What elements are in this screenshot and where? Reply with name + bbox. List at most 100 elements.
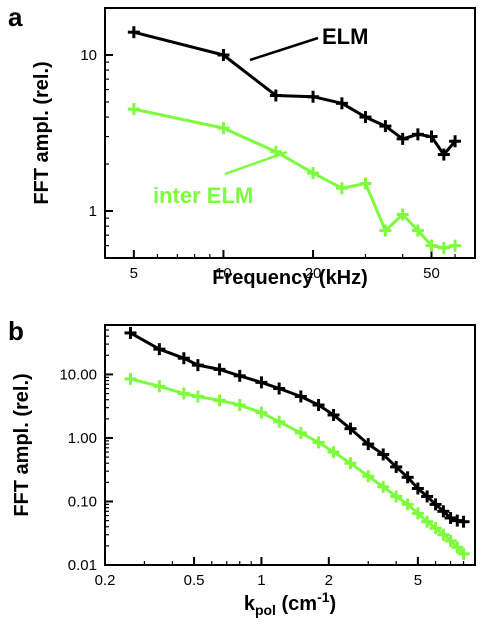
panel-b-data-point-elm	[255, 376, 268, 389]
panel-a-x-tick-label: 50	[423, 265, 440, 282]
panel-b-data-point-inter-elm	[362, 470, 375, 483]
panel-b-data-point-elm	[273, 382, 286, 395]
inter-elm-annotation-label: inter ELM	[153, 183, 253, 208]
panel-b-series	[124, 326, 470, 560]
panel-a-letter: a	[8, 2, 23, 32]
panel-a-data-point-elm	[425, 130, 438, 143]
panel-a-data-point-inter-elm	[449, 239, 462, 252]
panel-b-data-point-inter-elm	[327, 446, 340, 459]
panel-b-data-point-elm	[362, 438, 375, 451]
panel-b-y-axis-label: FFT ampl. (rel.)	[11, 373, 33, 516]
panel-b-data-point-inter-elm	[451, 541, 464, 554]
panel-b-data-point-elm	[421, 490, 434, 503]
panel-a-data-point-elm	[307, 90, 320, 103]
x-label-sub: pol	[255, 602, 276, 618]
panel-a-data-point-inter-elm	[217, 122, 230, 135]
panel-b-data-point-inter-elm	[273, 415, 286, 428]
panel-a-y-tick-label: 10	[80, 47, 97, 64]
panel-b: b 0.2 0.5 1 2 5 0.01 0.10 1.00 10.00 kpol (cm-1…	[8, 316, 476, 618]
x-label-unit-open: (cm	[276, 593, 317, 615]
panel-a-x-ticks: 5 10 20 50	[104, 250, 476, 282]
panel-b-data-point-elm	[213, 363, 226, 376]
panel-b-data-point-elm	[390, 460, 403, 473]
panel-a-x-tick-label: 20	[305, 265, 322, 282]
panel-b-data-point-elm	[124, 326, 137, 339]
panel-a-data-point-inter-elm	[379, 224, 392, 237]
panel-a-y-tick-label: 1	[89, 203, 97, 220]
panel-b-data-point-inter-elm	[233, 399, 246, 412]
panel-b-data-point-inter-elm	[312, 436, 325, 449]
panel-a-data-point-elm	[269, 89, 282, 102]
panel-a-data-point-elm	[359, 111, 372, 124]
panel-b-data-point-elm	[312, 399, 325, 412]
panel-b-series-line-elm	[129, 331, 464, 524]
panel-a-series-line-inter-elm	[133, 107, 456, 250]
panel-b-x-tick-label: 0.5	[184, 572, 205, 589]
panel-b-data-point-inter-elm	[401, 498, 414, 511]
panel-b-data-point-elm	[457, 515, 470, 528]
panel-a-series	[127, 26, 462, 254]
panel-a-data-point-inter-elm	[335, 182, 348, 195]
panel-b-y-tick-label: 0.01	[68, 557, 97, 574]
elm-annotation-label: ELM	[322, 24, 368, 49]
panel-b-data-point-inter-elm	[213, 394, 226, 407]
panel-b-x-tick-label: 2	[325, 572, 333, 589]
panel-a-data-point-elm	[217, 48, 230, 61]
panel-b-x-tick-label: 1	[257, 572, 265, 589]
panel-a: a 5 10 20 50 1 10 ELM inter ELM Frequency (k…	[8, 2, 476, 289]
panel-b-data-point-inter-elm	[344, 457, 357, 470]
panel-b-data-point-inter-elm	[255, 406, 268, 419]
panel-b-data-point-inter-elm	[294, 426, 307, 439]
panel-b-data-point-elm	[327, 408, 340, 421]
panel-a-data-point-inter-elm	[127, 103, 140, 116]
panel-b-data-point-elm	[153, 343, 166, 356]
panel-b-data-point-inter-elm	[177, 387, 190, 400]
panel-a-plot-frame	[104, 7, 476, 259]
panel-b-data-point-inter-elm	[411, 507, 424, 520]
inter-elm-annotation-line	[224, 150, 288, 176]
panel-a-data-point-elm	[411, 128, 424, 141]
panel-b-data-point-elm	[444, 511, 457, 524]
panel-b-data-point-elm	[233, 369, 246, 382]
panel-b-y-tick-label: 0.10	[68, 493, 97, 510]
panel-a-data-point-elm	[379, 120, 392, 133]
panel-b-data-point-inter-elm	[444, 534, 457, 547]
panel-b-x-axis-label: kpol (cm-1)	[244, 589, 336, 618]
panel-a-x-tick-label: 10	[215, 265, 232, 282]
panel-b-y-tick-label: 1.00	[68, 430, 97, 447]
panel-a-data-point-inter-elm	[411, 224, 424, 237]
panel-a-data-point-elm	[437, 148, 450, 161]
panel-b-data-point-inter-elm	[437, 528, 450, 541]
panel-a-series-line-elm	[133, 30, 457, 157]
panel-a-y-axis-label: FFT ampl. (rel.)	[31, 61, 53, 204]
panel-a-data-point-elm	[335, 97, 348, 110]
panel-b-data-point-inter-elm	[429, 522, 442, 535]
panel-a-x-tick-label: 5	[130, 265, 138, 282]
panel-b-data-point-elm	[377, 448, 390, 461]
panel-b-data-point-elm	[411, 482, 424, 495]
panel-a-data-point-inter-elm	[437, 241, 450, 254]
x-label-sup: -1	[317, 589, 330, 605]
panel-a-y-ticks: 1 10	[80, 7, 113, 259]
x-label-k: k	[244, 593, 256, 615]
panel-b-y-tick-label: 10.00	[59, 366, 97, 383]
panel-b-data-point-inter-elm	[390, 490, 403, 503]
panel-a-x-axis-label: Frequency (kHz)	[212, 267, 368, 289]
panel-b-data-point-inter-elm	[421, 515, 434, 528]
panel-b-data-point-inter-elm	[153, 380, 166, 393]
panel-b-data-point-elm	[177, 352, 190, 365]
panel-b-letter: b	[8, 316, 24, 346]
panel-b-data-point-inter-elm	[457, 547, 470, 560]
panel-b-x-tick-label: 0.2	[95, 572, 116, 589]
panel-b-data-point-inter-elm	[377, 480, 390, 493]
panel-b-data-point-elm	[344, 422, 357, 435]
panel-b-y-ticks: 0.01 0.10 1.00 10.00	[59, 324, 113, 574]
panel-a-data-point-inter-elm	[307, 167, 320, 180]
panel-a-data-point-elm	[396, 132, 409, 145]
panel-a-data-point-elm	[127, 26, 140, 39]
panel-b-data-point-elm	[401, 471, 414, 484]
panel-b-series-line-inter-elm	[130, 377, 465, 555]
panel-a-data-point-elm	[449, 135, 462, 148]
panel-b-data-point-inter-elm	[191, 390, 204, 403]
